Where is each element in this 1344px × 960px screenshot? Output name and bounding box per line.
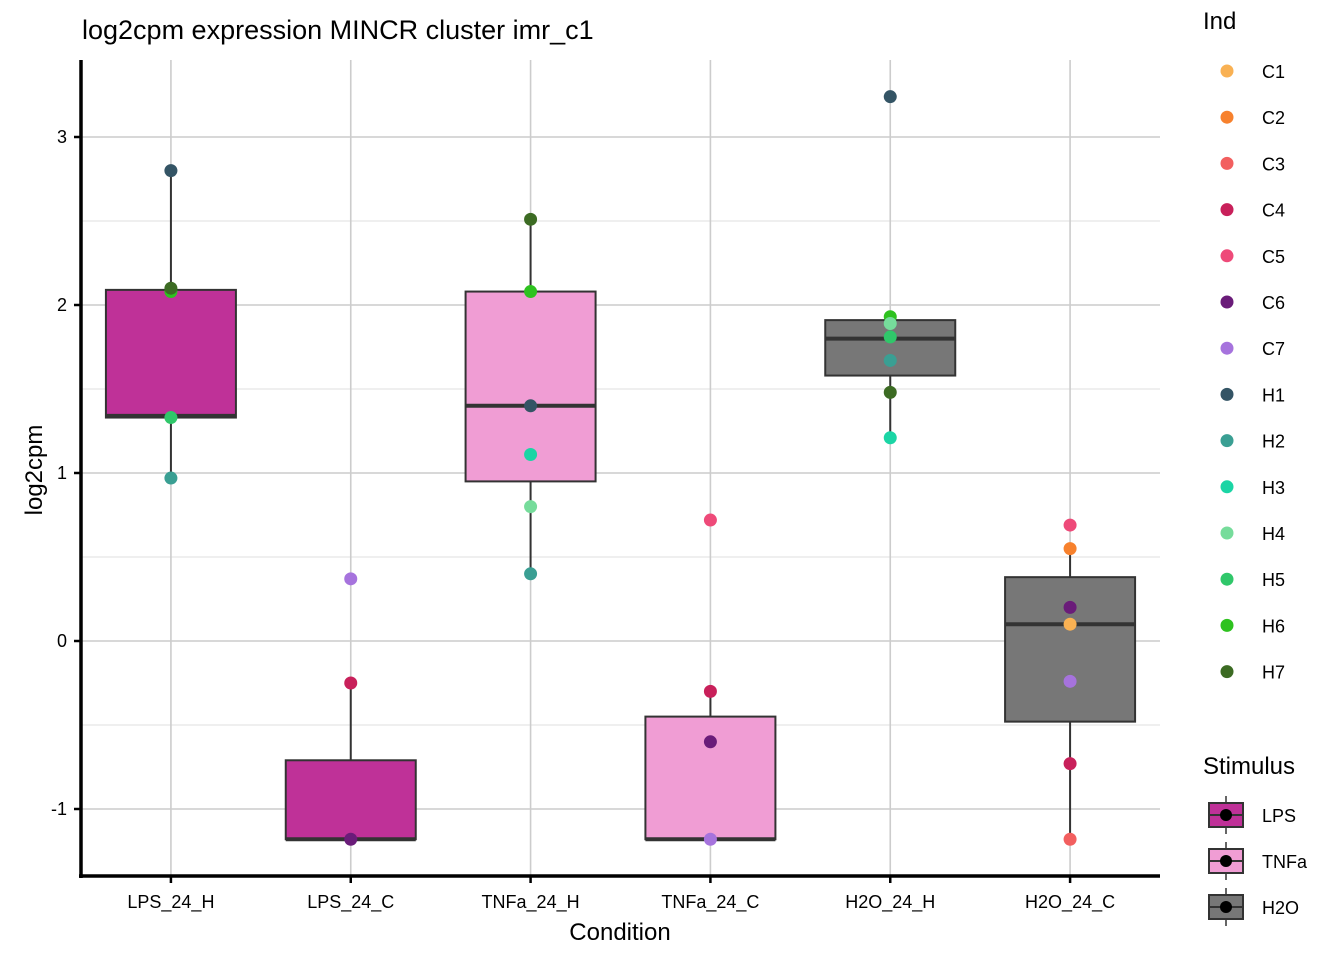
point-C4 — [703, 684, 717, 698]
x-tick-label: TNFa_24_C — [661, 892, 759, 913]
legend-ind: Ind C1 C2 C3 C4 C5 C6 C7 H1 H2 H3 H4 H5 H6 H7 — [1203, 8, 1285, 683]
legend-key-TNFa — [1208, 842, 1244, 880]
box-body — [104, 288, 237, 419]
box-body — [284, 759, 417, 841]
legend-point — [1220, 901, 1232, 913]
box-TNFa_24_C — [644, 691, 777, 842]
points-layer — [164, 90, 1077, 846]
legend-key-H1 — [1220, 387, 1234, 401]
legend-label-H4: H4 — [1262, 524, 1285, 544]
legend-key-C2 — [1220, 110, 1234, 124]
point-C4 — [1063, 757, 1077, 771]
point-C4 — [344, 676, 358, 690]
point-C7 — [344, 572, 358, 586]
legend-label-H2O: H2O — [1262, 898, 1299, 918]
legend-key-LPS — [1208, 796, 1244, 834]
x-tick-label: TNFa_24_H — [482, 892, 580, 913]
point-C5 — [703, 513, 717, 527]
legend-label-C3: C3 — [1262, 154, 1285, 174]
point-H4 — [524, 500, 538, 514]
legend-label-H1: H1 — [1262, 385, 1285, 405]
y-tick-label: 2 — [57, 295, 67, 315]
x-tick-label: H2O_24_H — [845, 892, 935, 913]
gridlines — [81, 60, 1160, 876]
chart-title: log2cpm expression MINCR cluster imr_c1 — [82, 15, 594, 45]
box-LPS_24_C — [284, 683, 417, 842]
legend-stimulus: Stimulus LPS TNFa H2O — [1203, 753, 1308, 926]
point-C6 — [344, 832, 358, 846]
legend-label-H5: H5 — [1262, 570, 1285, 590]
x-tick-label: LPS_24_H — [127, 892, 214, 913]
point-H6 — [524, 285, 538, 299]
legend-label-H2: H2 — [1262, 432, 1285, 452]
point-H5 — [883, 330, 897, 344]
legend-point — [1220, 855, 1232, 867]
boxes-layer — [104, 170, 1137, 842]
point-H1 — [524, 399, 538, 413]
legend-key-C7 — [1220, 341, 1234, 355]
legend-ind-title: Ind — [1203, 8, 1236, 35]
point-C7 — [703, 832, 717, 846]
legend-key-H2O — [1208, 888, 1244, 926]
legend-key-C4 — [1220, 203, 1234, 217]
y-tick-label: -1 — [51, 799, 67, 819]
legend-key-H4 — [1220, 526, 1234, 540]
point-H7 — [524, 212, 538, 226]
legend-label-C4: C4 — [1262, 201, 1285, 221]
legend-label-C7: C7 — [1262, 339, 1285, 359]
legend-label-C5: C5 — [1262, 247, 1285, 267]
legend-key-H2 — [1220, 434, 1234, 448]
point-H4 — [883, 316, 897, 330]
legend-label-C2: C2 — [1262, 108, 1285, 128]
box-LPS_24_H — [104, 170, 237, 479]
point-C1 — [1063, 617, 1077, 631]
point-H2 — [524, 567, 538, 581]
box-TNFa_24_H — [464, 219, 597, 574]
point-H3 — [883, 431, 897, 445]
box-H2O_24_C — [1004, 548, 1137, 840]
point-C5 — [1063, 518, 1077, 532]
point-H7 — [883, 385, 897, 399]
point-C6 — [1063, 600, 1077, 614]
point-H5 — [164, 411, 178, 425]
legend-label-C6: C6 — [1262, 293, 1285, 313]
x-tick-label: LPS_24_C — [307, 892, 394, 913]
legend-label-C1: C1 — [1262, 62, 1285, 82]
legend-point — [1220, 809, 1232, 821]
legend-key-C3 — [1220, 156, 1234, 170]
point-H2 — [164, 471, 178, 485]
legend-key-H5 — [1220, 572, 1234, 586]
point-C2 — [1063, 542, 1077, 556]
legend-key-C1 — [1220, 64, 1234, 78]
point-H7 — [164, 281, 178, 295]
legend-stimulus-title: Stimulus — [1203, 753, 1295, 780]
legend-key-H7 — [1220, 665, 1234, 679]
y-axis-title: log2cpm — [21, 425, 48, 516]
y-tick-label: 0 — [57, 631, 67, 651]
legend-key-C6 — [1220, 295, 1234, 309]
point-C7 — [1063, 674, 1077, 688]
point-H1 — [164, 164, 178, 178]
point-H3 — [524, 448, 538, 462]
x-tick-label: H2O_24_C — [1025, 892, 1115, 913]
box-body — [1004, 576, 1137, 723]
legend-label-H7: H7 — [1262, 663, 1285, 683]
legend-label-LPS: LPS — [1262, 806, 1296, 826]
box-body — [644, 715, 777, 841]
y-tick-label: 1 — [57, 463, 67, 483]
legend-key-C5 — [1220, 249, 1234, 263]
legend-label-TNFa: TNFa — [1262, 852, 1308, 872]
legend-key-H3 — [1220, 480, 1234, 494]
legend-label-H3: H3 — [1262, 478, 1285, 498]
y-tick-label: 3 — [57, 127, 67, 147]
point-H2 — [883, 353, 897, 367]
point-C3 — [1063, 832, 1077, 846]
point-C6 — [703, 735, 717, 749]
point-H1 — [883, 90, 897, 104]
legend-key-H6 — [1220, 618, 1234, 632]
legend-label-H6: H6 — [1262, 616, 1285, 636]
axes: -1 0 1 2 3 LPS_24_H LPS_24_C TNFa_24_H TNFa_24_C… — [51, 60, 1160, 913]
x-axis-title: Condition — [569, 919, 670, 946]
